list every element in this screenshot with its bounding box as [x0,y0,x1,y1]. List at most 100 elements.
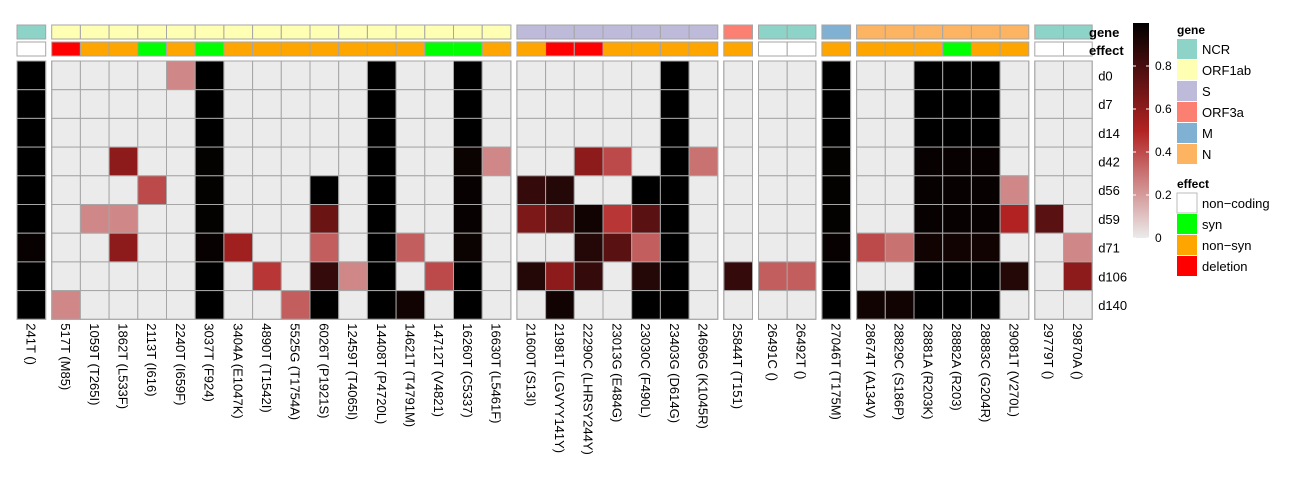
gene-annotation-241t [16,24,47,40]
cell-2240t-i659f-d14 [166,117,196,148]
cell-16260t-c5337-d56 [453,175,483,206]
effect-annotation-16630t-l5461f [481,41,512,57]
cell-29081t-v270l-d14 [999,117,1030,148]
cell-6026t-p1921s-d140 [309,290,340,320]
cell-24696g-k1045r-d14 [688,117,719,148]
gene-annotation-28829c-s186p [884,24,915,40]
effect-annotation-23403g-d614g [659,41,690,57]
cell-14621t-t4791m-d59 [395,204,426,234]
cell-1059t-t265i-d42 [79,146,110,177]
effect-annotation-28881a-r203k [913,41,944,57]
cell-12459t-t4065i-d0 [338,60,368,91]
cell-2240t-i659f-d42 [166,146,196,177]
effect-annotation-29870a [1063,41,1093,57]
cell-24696g-k1045r-d140 [688,290,719,320]
column-label-3037t-f924: 3037T (F924) [202,323,217,402]
column-label-26491c: 26491C () [765,323,780,381]
cell-26492t-d71 [786,232,817,263]
cell-241t-d7 [16,89,47,119]
column-label-28883c-g204r: 28883C (G204R) [978,323,993,422]
column-label-2113t-i616: 2113T (I616) [144,323,159,396]
cell-28882a-r203-d106 [942,261,972,292]
column-label-24696g-k1045r: 24696G (K1045R) [695,323,710,429]
cell-23013g-e484g-d42 [602,146,633,177]
effect-legend-label-deletion: deletion [1202,259,1248,274]
column-label-28882a-r203: 28882A (R203) [949,323,964,410]
cell-21981t-lgvyy141y-d56 [545,175,575,206]
cell-4890t-t1542i-d71 [252,232,282,263]
cell-28829c-s186p-d56 [884,175,915,206]
cell-1059t-t265i-d56 [79,175,110,206]
effect-legend-label-syn: syn [1202,217,1222,232]
cell-517t-m85-d42 [51,146,81,177]
column-label-27046t-t175m: 27046T (T175M) [828,323,843,420]
cell-16630t-l5461f-d14 [481,117,512,148]
cell-23013g-e484g-d106 [602,261,633,292]
cell-26491c-d0 [758,60,788,91]
cell-27046t-t175m-d14 [821,117,852,148]
cell-241t-d71 [16,232,47,263]
cell-28881a-r203k-d140 [913,290,944,320]
cell-23030c-f490l-d106 [631,261,661,292]
cell-28883c-g204r-d106 [970,261,1001,292]
cell-23030c-f490l-d59 [631,204,661,234]
column-label-14621t-t4791m: 14621T (T4791M) [402,323,417,427]
cell-517t-m85-d140 [51,290,81,320]
column-label-25844t-t151: 25844T (T151) [730,323,745,409]
cell-28882a-r203-d56 [942,175,972,206]
cell-2113t-i616-d56 [137,175,168,206]
color-bar-tick-0-6: 0.6 [1155,102,1172,116]
cell-28674t-a134v-d106 [856,261,886,292]
gene-legend-label-ncr: NCR [1202,42,1230,57]
cell-25844t-t151-d56 [723,175,753,206]
cell-16260t-c5337-d0 [453,60,483,91]
cell-21981t-lgvyy141y-d7 [545,89,575,119]
cell-29779t-d42 [1034,146,1065,177]
cell-241t-d14 [16,117,47,148]
group-border-2 [516,60,719,320]
cell-23013g-e484g-d7 [602,89,633,119]
gene-legend-swatch-m [1177,123,1197,143]
cell-28881a-r203k-d14 [913,117,944,148]
cell-3404a-e1047k-d106 [223,261,254,292]
cell-29779t-d71 [1034,232,1065,263]
cell-2113t-i616-d59 [137,204,168,234]
cell-3037t-f924-d59 [194,204,225,234]
cell-23013g-e484g-d71 [602,232,633,263]
cell-16630t-l5461f-d0 [481,60,512,91]
gene-annotation-6026t-p1921s [309,24,340,40]
cell-16630t-l5461f-d42 [481,146,512,177]
cell-241t-d106 [16,261,47,292]
gene-annotation-14712t-v4821 [424,24,454,40]
cell-3037t-f924-d140 [194,290,225,320]
effect-annotation-241t [16,41,47,57]
effect-annotation-1862t-l533f [108,41,139,57]
cell-16630t-l5461f-d7 [481,89,512,119]
cell-26492t-d59 [786,204,817,234]
cell-12459t-t4065i-d59 [338,204,368,234]
cell-14408t-p4720l-d7 [366,89,397,119]
cell-24696g-k1045r-d56 [688,175,719,206]
cell-23403g-d614g-d140 [659,290,690,320]
cell-23403g-d614g-d7 [659,89,690,119]
cell-21981t-lgvyy141y-d140 [545,290,575,320]
column-label-16260t-c5337: 16260T (C5337) [460,323,475,417]
column-label-12459t-t4065i: 12459T (T4065I) [345,323,360,420]
effect-legend-label-non-coding: non−coding [1202,196,1270,211]
cell-25844t-t151-d106 [723,261,753,292]
row-labels: d0 d7 d14 d42 d56 d59 d71 d106 d140 [1098,68,1127,313]
cell-26491c-d59 [758,204,788,234]
group-border-3 [723,60,753,320]
heatmap-cells [16,60,1093,320]
cell-28829c-s186p-d71 [884,232,915,263]
cell-1059t-t265i-d0 [79,60,110,91]
cell-5525g-t1754a-d59 [280,204,311,234]
cell-28883c-g204r-d42 [970,146,1001,177]
cell-1862t-l533f-d56 [108,175,139,206]
cell-26492t-d7 [786,89,817,119]
cell-28674t-a134v-d140 [856,290,886,320]
cell-5525g-t1754a-d140 [280,290,311,320]
cell-14408t-p4720l-d56 [366,175,397,206]
cell-29779t-d0 [1034,60,1065,91]
cell-29779t-d106 [1034,261,1065,292]
